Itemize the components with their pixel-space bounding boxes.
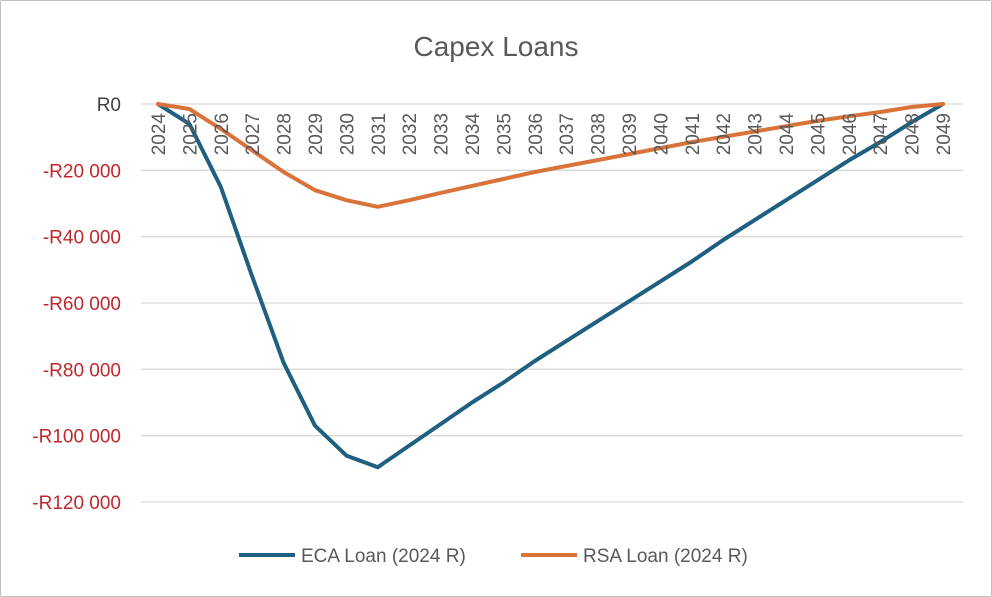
x-tick-label: 2042 — [714, 113, 735, 155]
x-tick-label: 2044 — [777, 113, 798, 156]
x-tick-label: 2029 — [306, 113, 327, 155]
x-tick-label: 2034 — [463, 113, 484, 156]
x-tick-label: 2031 — [369, 113, 390, 155]
legend-label: ECA Loan (2024 R) — [301, 546, 466, 567]
x-tick-label: 2047 — [871, 113, 892, 155]
legend-label: RSA Loan (2024 R) — [583, 546, 748, 567]
y-tick-label: -R120 000 — [32, 493, 121, 514]
x-tick-label: 2041 — [683, 113, 704, 155]
x-tick-label: 2043 — [746, 113, 767, 155]
x-tick-label: 2039 — [620, 113, 641, 155]
x-tick-label: 2028 — [275, 113, 296, 155]
y-axis-ticks: R0 -R20 000 -R40 000 -R60 000 -R80 000 -R100 … — [32, 95, 121, 514]
x-tick-label: 2049 — [934, 113, 955, 155]
series-line-rsa-loan — [156, 102, 945, 209]
y-tick-label: -R60 000 — [43, 294, 121, 315]
y-tick-label: -R80 000 — [43, 360, 121, 381]
legend: ECA Loan (2024 R) RSA Loan (2024 R) — [239, 546, 748, 567]
y-tick-label: -R40 000 — [43, 228, 121, 249]
x-tick-label: 2027 — [243, 113, 264, 155]
x-tick-label: 2030 — [337, 113, 358, 155]
y-tick-label: -R20 000 — [43, 161, 121, 182]
x-tick-label: 2033 — [432, 113, 453, 155]
x-tick-label: 2045 — [808, 113, 829, 155]
x-tick-label: 2036 — [526, 113, 547, 155]
chart-title: Capex Loans — [413, 31, 579, 62]
series-lines — [156, 102, 945, 470]
y-tick-label: R0 — [97, 95, 121, 116]
x-tick-label: 2038 — [589, 113, 610, 155]
x-tick-label: 2025 — [180, 113, 201, 155]
series-line-eca-loan — [156, 102, 945, 470]
x-tick-label: 2026 — [212, 113, 233, 155]
x-axis-ticks: 2024 2025 2026 2027 2028 2029 2030 2031 2032 2033… — [149, 113, 955, 156]
x-tick-label: 2040 — [651, 113, 672, 155]
y-tick-label: -R100 000 — [32, 427, 121, 448]
x-tick-label: 2037 — [557, 113, 578, 155]
x-tick-label: 2024 — [149, 113, 170, 156]
x-tick-label: 2046 — [840, 113, 861, 155]
gridlines — [141, 103, 963, 503]
x-tick-label: 2035 — [494, 113, 515, 155]
x-tick-label: 2048 — [903, 113, 924, 155]
x-tick-label: 2032 — [400, 113, 421, 155]
